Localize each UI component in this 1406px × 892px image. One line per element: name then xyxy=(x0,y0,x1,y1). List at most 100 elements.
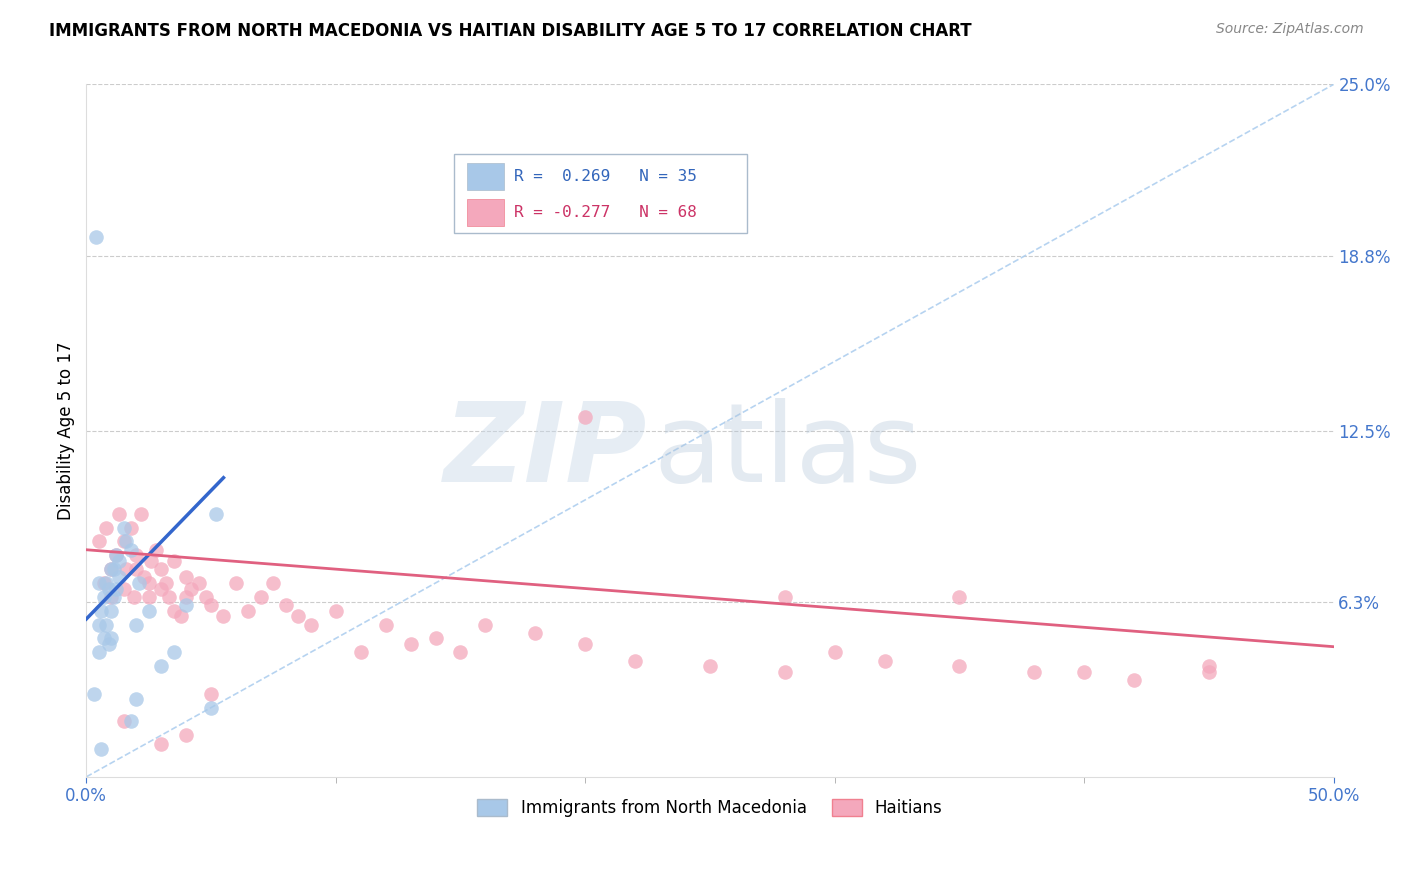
Point xyxy=(162,554,184,568)
Point xyxy=(449,645,471,659)
FancyBboxPatch shape xyxy=(467,162,505,190)
Point xyxy=(112,582,135,596)
Point xyxy=(105,582,128,596)
Point xyxy=(100,590,122,604)
Point xyxy=(200,700,222,714)
Point xyxy=(125,692,148,706)
Point xyxy=(105,549,128,563)
Text: IMMIGRANTS FROM NORTH MACEDONIA VS HAITIAN DISABILITY AGE 5 TO 17 CORRELATION CH: IMMIGRANTS FROM NORTH MACEDONIA VS HAITI… xyxy=(49,22,972,40)
Point xyxy=(174,590,197,604)
Point xyxy=(948,659,970,673)
Point xyxy=(1123,673,1146,687)
Point xyxy=(122,590,145,604)
Point xyxy=(84,229,107,244)
Point xyxy=(1198,665,1220,679)
Point xyxy=(87,617,110,632)
Point xyxy=(1024,665,1046,679)
Point xyxy=(100,604,122,618)
Point xyxy=(125,549,148,563)
Point xyxy=(773,665,796,679)
Point xyxy=(174,598,197,612)
Point xyxy=(425,632,447,646)
Point xyxy=(112,520,135,534)
Point xyxy=(96,520,118,534)
Point xyxy=(524,625,547,640)
Point xyxy=(103,590,125,604)
Point xyxy=(274,598,297,612)
Point xyxy=(107,554,129,568)
Text: R =  0.269   N = 35: R = 0.269 N = 35 xyxy=(515,169,697,184)
Point xyxy=(150,659,173,673)
Point xyxy=(157,590,180,604)
Point xyxy=(262,576,284,591)
Point xyxy=(200,687,222,701)
Point xyxy=(141,554,163,568)
Point xyxy=(112,714,135,729)
Point xyxy=(138,604,160,618)
Point xyxy=(96,617,118,632)
Point xyxy=(225,576,247,591)
Point xyxy=(107,507,129,521)
Point xyxy=(96,576,118,591)
Point xyxy=(162,645,184,659)
FancyBboxPatch shape xyxy=(467,199,505,227)
Point xyxy=(93,590,115,604)
Point xyxy=(238,604,260,618)
Point xyxy=(115,562,138,576)
Point xyxy=(87,645,110,659)
Point xyxy=(873,654,896,668)
Point xyxy=(90,742,112,756)
Point xyxy=(350,645,373,659)
Point xyxy=(948,590,970,604)
Point xyxy=(87,534,110,549)
Point xyxy=(150,737,173,751)
Point xyxy=(100,562,122,576)
Point xyxy=(1073,665,1095,679)
Point xyxy=(100,632,122,646)
Point xyxy=(205,507,228,521)
Point xyxy=(474,617,496,632)
Point xyxy=(174,570,197,584)
Point xyxy=(138,590,160,604)
Point xyxy=(105,549,128,563)
Point xyxy=(699,659,721,673)
Point xyxy=(150,562,173,576)
Point xyxy=(299,617,322,632)
Text: Source: ZipAtlas.com: Source: ZipAtlas.com xyxy=(1216,22,1364,37)
Point xyxy=(1198,659,1220,673)
Point xyxy=(120,520,142,534)
Point xyxy=(287,609,309,624)
Point xyxy=(212,609,235,624)
Point xyxy=(97,637,120,651)
FancyBboxPatch shape xyxy=(454,153,748,234)
Point xyxy=(574,637,596,651)
Point xyxy=(120,714,142,729)
Point xyxy=(180,582,202,596)
Y-axis label: Disability Age 5 to 17: Disability Age 5 to 17 xyxy=(58,342,75,520)
Point xyxy=(93,576,115,591)
Legend: Immigrants from North Macedonia, Haitians: Immigrants from North Macedonia, Haitian… xyxy=(471,792,949,824)
Point xyxy=(125,562,148,576)
Point xyxy=(250,590,273,604)
Point xyxy=(103,562,125,576)
Point xyxy=(115,534,138,549)
Point xyxy=(824,645,846,659)
Point xyxy=(624,654,647,668)
Point xyxy=(107,570,129,584)
Point xyxy=(200,598,222,612)
Point xyxy=(162,604,184,618)
Point xyxy=(132,570,155,584)
Point xyxy=(120,542,142,557)
Point xyxy=(83,687,105,701)
Point xyxy=(129,507,152,521)
Text: R = -0.277   N = 68: R = -0.277 N = 68 xyxy=(515,205,697,220)
Point xyxy=(174,728,197,742)
Point xyxy=(112,534,135,549)
Text: ZIP: ZIP xyxy=(444,398,648,505)
Point xyxy=(773,590,796,604)
Point xyxy=(100,562,122,576)
Point xyxy=(374,617,396,632)
Point xyxy=(87,576,110,591)
Point xyxy=(399,637,422,651)
Point xyxy=(145,542,167,557)
